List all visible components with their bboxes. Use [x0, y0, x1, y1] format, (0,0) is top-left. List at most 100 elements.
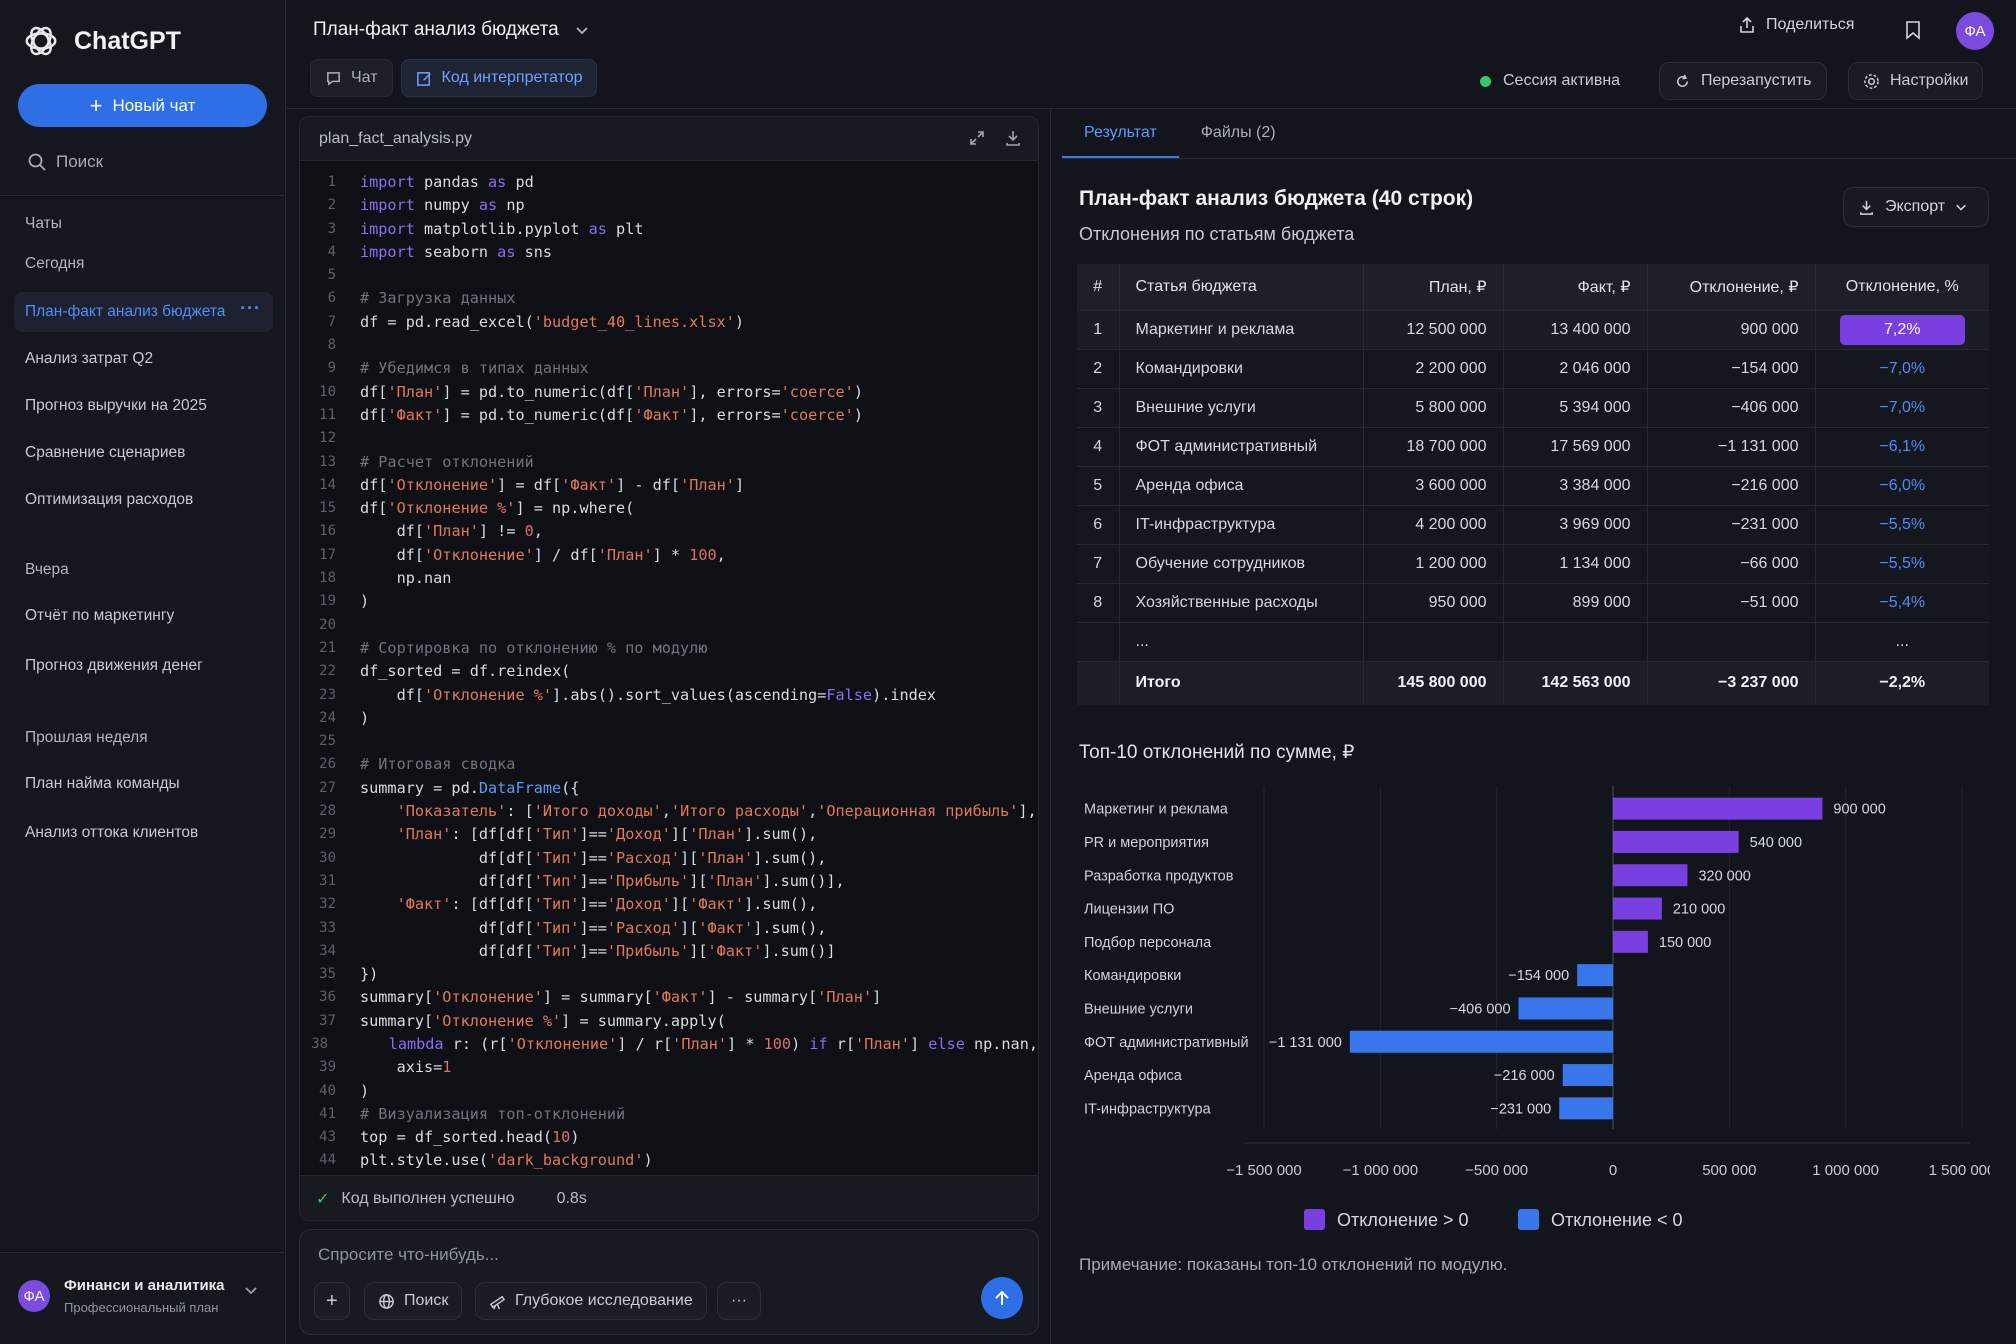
bar[interactable]: [1562, 1064, 1613, 1087]
table-cell: −3 237 000: [1647, 660, 1816, 705]
table-cell: [1363, 621, 1504, 661]
sidebar-item[interactable]: Прогноз движения денег: [25, 657, 203, 674]
user-menu[interactable]: ФА Финанси и аналитика Профессиональный …: [18, 1277, 225, 1315]
sidebar-item[interactable]: Сравнение сценариев: [25, 444, 186, 461]
column-header[interactable]: #: [1077, 264, 1120, 310]
legend-swatch-positive: [1304, 1209, 1325, 1230]
line-number: 9: [327, 360, 336, 377]
chat-input[interactable]: Спросите что-нибудь...: [318, 1245, 499, 1264]
table-cell: 3 969 000: [1503, 504, 1648, 544]
group-last-week: Прошлая неделя: [25, 729, 148, 746]
table-row[interactable]: 2 Командировки 2 200 000 2 046 000 −154 000 −…: [1077, 348, 1989, 388]
line-number: 22: [319, 663, 336, 680]
avatar[interactable]: ФА: [1956, 12, 1994, 50]
sidebar-search[interactable]: Поиск: [28, 152, 103, 172]
code-line: 1 import pandas as pd: [300, 171, 1038, 194]
bar[interactable]: [1518, 997, 1613, 1020]
bar[interactable]: [1613, 830, 1739, 853]
category-label: ФОТ административный: [1084, 1035, 1249, 1051]
line-number: 16: [319, 523, 336, 540]
table-cell: −7,0%: [1815, 348, 1989, 388]
share-button[interactable]: Поделиться: [1738, 16, 1854, 34]
send-button[interactable]: [981, 1277, 1023, 1319]
table-cell: −51 000: [1647, 582, 1816, 622]
bar[interactable]: [1613, 864, 1688, 887]
sidebar-item[interactable]: План найма команды: [25, 775, 180, 792]
bar-value-label: −216 000: [1494, 1068, 1555, 1084]
search-button[interactable]: Поиск: [364, 1282, 463, 1320]
bar[interactable]: [1613, 797, 1823, 820]
table-row[interactable]: 7 Обучение сотрудников 1 200 000 1 134 000−…: [1077, 543, 1989, 583]
share-icon: [1740, 16, 1754, 33]
sidebar-item[interactable]: Прогноз выручки на 2025: [25, 397, 207, 414]
line-number: 7: [327, 313, 336, 330]
table-row[interactable]: 8 Хозяйственные расходы 950 000 899 000 −51 …: [1077, 582, 1989, 622]
column-header[interactable]: Отклонение, %: [1815, 264, 1989, 310]
table-cell: 17 569 000: [1503, 426, 1648, 466]
tab-result[interactable]: Результат: [1062, 124, 1179, 158]
bar[interactable]: [1559, 1097, 1613, 1120]
table-cell: −2,2%: [1815, 660, 1989, 705]
column-header[interactable]: Статья бюджета: [1119, 264, 1364, 310]
sidebar-item[interactable]: Оптимизация расходов: [25, 491, 194, 508]
bookmark-icon[interactable]: [1905, 20, 1921, 40]
line-number: 39: [319, 1059, 336, 1076]
more-options-button[interactable]: ···: [717, 1282, 761, 1320]
sidebar-item[interactable]: Анализ оттока клиентов: [25, 824, 199, 841]
table-row[interactable]: 5 Аренда офиса 3 600 000 3 384 000 −216 000 −…: [1077, 465, 1989, 505]
table-row[interactable]: 3 Внешние услуги 5 800 000 5 394 000 −406 00…: [1077, 387, 1989, 427]
brand[interactable]: ChatGPT: [22, 22, 181, 60]
attach-button[interactable]: +: [314, 1282, 350, 1320]
category-label: Аренда офиса: [1084, 1068, 1183, 1084]
code-editor[interactable]: 1 import pandas as pd 2 import numpy as np 3…: [300, 171, 1038, 1173]
table-cell: Аренда офиса: [1119, 465, 1364, 505]
code-line: 29 'План': [df[df['Тип']=='Доход']['План…: [300, 823, 1038, 846]
bar[interactable]: [1613, 930, 1648, 953]
plus-icon: +: [89, 92, 103, 118]
sidebar-item[interactable]: Отчёт по маркетингу: [25, 607, 175, 624]
export-button[interactable]: Экспорт: [1843, 187, 1989, 227]
table-row[interactable]: 6 IT-инфраструктура 4 200 000 3 969 000 −231…: [1077, 504, 1989, 544]
column-header[interactable]: Отклонение, ₽: [1647, 264, 1816, 310]
column-header[interactable]: Факт, ₽: [1503, 264, 1648, 310]
table-cell: 13 400 000: [1503, 309, 1648, 349]
restart-button[interactable]: Перезапустить: [1659, 62, 1827, 100]
bar-value-label: −231 000: [1490, 1101, 1551, 1117]
status-dot-icon: [1480, 75, 1491, 87]
line-number: 26: [319, 756, 336, 773]
bar[interactable]: [1349, 1030, 1613, 1053]
line-number: 12: [319, 430, 336, 447]
telescope-icon: [489, 1295, 506, 1309]
code-line: 4 import seaborn as sns: [300, 241, 1038, 264]
line-number: 25: [319, 733, 336, 750]
tab-files[interactable]: Файлы (2): [1200, 124, 1276, 141]
code-text: lambda r: (r['Отклонение'] / r['План'] *…: [388, 1034, 1038, 1053]
download-icon[interactable]: [1004, 129, 1022, 147]
tab-code-interpreter[interactable]: Код интерпретатор: [400, 59, 598, 97]
bar[interactable]: [1613, 897, 1662, 920]
code-text: summary['Отклонение'] = summary['Факт'] …: [360, 988, 882, 1007]
code-text: # Визуализация топ-отклонений: [360, 1104, 626, 1123]
table-row[interactable]: 4 ФОТ административный 18 700 000 17 569 00…: [1077, 426, 1989, 466]
table-cell: −6,0%: [1815, 465, 1989, 505]
tab-chat[interactable]: Чат: [310, 59, 393, 97]
code-line: 9 # Убедимся в типах данных: [300, 357, 1038, 380]
chevron-down-icon[interactable]: [244, 1283, 258, 1297]
expand-icon[interactable]: [968, 129, 986, 147]
chat-title[interactable]: План-факт анализ бюджета: [313, 19, 589, 41]
table-cell: Обучение сотрудников: [1119, 543, 1364, 583]
deep-research-button[interactable]: Глубокое исследование: [475, 1282, 707, 1320]
line-number: 1: [327, 174, 336, 190]
more-icon[interactable]: ···: [240, 298, 261, 318]
settings-button[interactable]: Настройки: [1848, 62, 1984, 100]
sidebar-item[interactable]: Анализ затрат Q2: [25, 350, 154, 367]
new-chat-button[interactable]: + Новый чат: [18, 84, 267, 127]
sidebar-item-active[interactable]: План-факт анализ бюджета ···: [14, 292, 273, 332]
column-header[interactable]: План, ₽: [1363, 264, 1504, 310]
chevron-down-icon: [1956, 204, 1966, 211]
table-row[interactable]: 1 Маркетинг и реклама 12 500 000 13 400 000…: [1077, 309, 1989, 349]
avatar: ФА: [18, 1280, 50, 1312]
table-cell: [1503, 621, 1648, 661]
table-cell: Хозяйственные расходы: [1119, 582, 1364, 622]
bar[interactable]: [1577, 964, 1613, 987]
